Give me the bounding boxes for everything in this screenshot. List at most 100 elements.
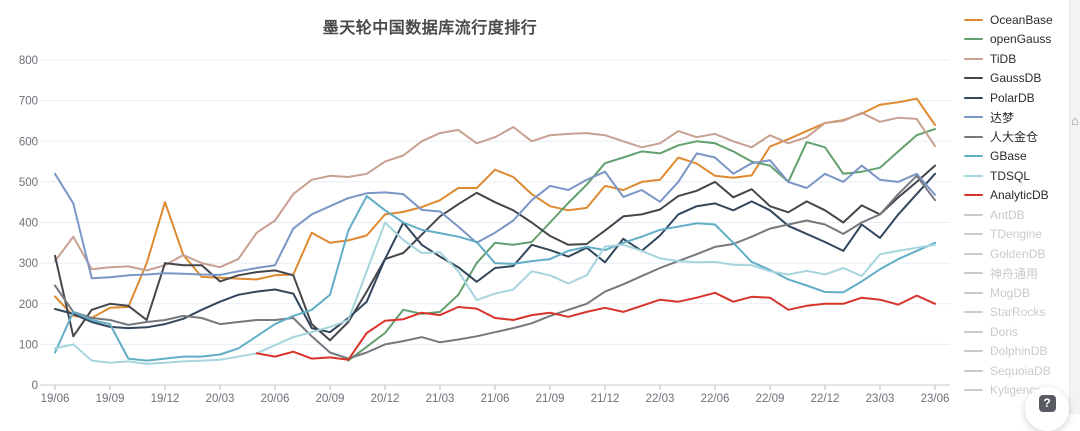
legend-label-sequoiadb: SequoiaDB	[990, 363, 1051, 378]
legend-label-gaussdb: GaussDB	[990, 71, 1042, 86]
legend-item-shenzhou-tongyong[interactable]: 神舟通用	[964, 264, 1068, 284]
chart-title: 墨天轮中国数据库流行度排行	[322, 20, 538, 37]
y-axis-label: 0	[32, 380, 38, 392]
legend-item-polardb[interactable]: PolarDB	[964, 88, 1068, 108]
legend-item-oceanbase[interactable]: OceanBase	[964, 10, 1068, 30]
legend-item-mogdb[interactable]: MogDB	[964, 283, 1068, 303]
x-axis-label: 21/09	[536, 393, 565, 405]
y-axis-label: 600	[19, 136, 38, 148]
x-axis-label: 22/03	[646, 393, 675, 405]
legend-item-dolphindb[interactable]: DolphinDB	[964, 342, 1068, 362]
y-axis-label: 100	[19, 339, 38, 351]
x-axis-label: 20/03	[206, 393, 235, 405]
series-line-polardb	[54, 172, 936, 334]
line-chart-canvas[interactable]: 0 100 200 300 400 500 600 700 800 19/06 19/09 19/12…	[0, 0, 960, 414]
legend-item-antdb[interactable]: AntDB	[964, 205, 1068, 225]
legend: OceanBase openGauss TiDB GaussDB PolarDB 达梦人大…	[964, 10, 1068, 400]
y-axis-label: 800	[19, 55, 38, 67]
legend-item-tdengine[interactable]: TDengine	[964, 225, 1068, 245]
legend-item-starrocks[interactable]: StarRocks	[964, 303, 1068, 323]
motianlun-ranking-page: 0 100 200 300 400 500 600 700 800 19/06 19/09 19/12…	[0, 0, 1080, 414]
legend-swatch-tdengine	[964, 233, 983, 236]
legend-item-sequoiadb[interactable]: SequoiaDB	[964, 361, 1068, 381]
series-line-gbase	[54, 195, 936, 362]
series-line-analyticdb	[255, 291, 936, 361]
legend-swatch-opengauss	[964, 38, 983, 41]
x-axis-label: 21/12	[591, 393, 620, 405]
legend-label-mogdb: MogDB	[990, 285, 1031, 300]
legend-swatch-polardb	[964, 96, 983, 99]
legend-label-tdsql: TDSQL	[990, 168, 1031, 183]
legend-item-dameng[interactable]: 达梦	[964, 108, 1068, 128]
legend-swatch-renda-jincang	[964, 135, 983, 138]
x-axis-label: 22/06	[701, 393, 730, 405]
series-line-tidb	[54, 111, 936, 272]
x-axis-label: 21/03	[426, 393, 455, 405]
legend-label-tdengine: TDengine	[990, 227, 1043, 242]
legend-swatch-tdsql	[964, 174, 983, 177]
y-axis-label: 400	[19, 218, 38, 230]
legend-label-analyticdb: AnalyticDB	[990, 188, 1049, 203]
x-axis-label: 23/06	[921, 393, 950, 405]
legend-label-starrocks: StarRocks	[990, 305, 1046, 320]
legend-item-tdsql[interactable]: TDSQL	[964, 166, 1068, 186]
help-button[interactable]: ?	[1025, 387, 1069, 431]
legend-swatch-dolphindb	[964, 350, 983, 353]
x-axis-label: 22/12	[811, 393, 840, 405]
legend-item-opengauss[interactable]: openGauss	[964, 30, 1068, 50]
legend-swatch-analyticdb	[964, 194, 983, 197]
legend-item-analyticdb[interactable]: AnalyticDB	[964, 186, 1068, 206]
legend-label-renda-jincang: 人大金仓	[990, 130, 1039, 145]
series-line-renda-jincang	[54, 174, 936, 360]
legend-label-goldendb: GoldenDB	[990, 246, 1046, 261]
y-axis-label: 500	[19, 177, 38, 189]
legend-swatch-goldendb	[964, 252, 983, 255]
right-scrollbar[interactable]: ⌂	[1069, 0, 1080, 414]
legend-label-doris: Doris	[990, 324, 1019, 339]
legend-item-gaussdb[interactable]: GaussDB	[964, 69, 1068, 89]
legend-label-kyligence: Kyligence	[990, 383, 1043, 398]
x-axis-label: 20/12	[371, 393, 400, 405]
y-axis-label: 300	[19, 258, 38, 270]
x-axis-label: 23/03	[866, 393, 895, 405]
legend-item-kyligence[interactable]: Kyligence	[964, 381, 1068, 401]
legend-swatch-oceanbase	[964, 18, 983, 21]
legend-swatch-doris	[964, 330, 983, 333]
legend-item-tidb[interactable]: TiDB	[964, 49, 1068, 69]
legend-item-goldendb[interactable]: GoldenDB	[964, 244, 1068, 264]
legend-item-gbase[interactable]: GBase	[964, 147, 1068, 167]
legend-label-antdb: AntDB	[990, 207, 1025, 222]
x-axis-label: 21/06	[481, 393, 510, 405]
series-line-opengauss	[347, 128, 936, 362]
legend-swatch-mogdb	[964, 291, 983, 294]
x-axis-label: 19/06	[41, 393, 70, 405]
legend-label-oceanbase: OceanBase	[990, 12, 1053, 27]
legend-label-shenzhou-tongyong: 神舟通用	[990, 266, 1039, 281]
legend-swatch-sequoiadb	[964, 369, 983, 372]
legend-swatch-kyligence	[964, 389, 983, 392]
series-line-dameng	[54, 152, 936, 280]
legend-label-dolphindb: DolphinDB	[990, 344, 1048, 359]
series-line-gaussdb	[54, 164, 936, 342]
legend-item-doris[interactable]: Doris	[964, 322, 1068, 342]
x-axis-label: 20/06	[261, 393, 290, 405]
x-axis-label: 19/09	[96, 393, 125, 405]
x-axis-label: 20/09	[316, 393, 345, 405]
question-mark-icon: ?	[1038, 394, 1056, 412]
legend-label-dameng: 达梦	[990, 110, 1015, 125]
home-icon[interactable]: ⌂	[1071, 113, 1079, 128]
legend-swatch-tidb	[964, 57, 983, 60]
legend-item-renda-jincang[interactable]: 人大金仓	[964, 127, 1068, 147]
legend-swatch-dameng	[964, 116, 983, 119]
y-axis-label: 200	[19, 299, 38, 311]
legend-swatch-shenzhou-tongyong	[964, 272, 983, 275]
legend-label-gbase: GBase	[990, 149, 1027, 164]
legend-swatch-antdb	[964, 213, 983, 216]
legend-swatch-gbase	[964, 155, 983, 158]
series-line-tdsql	[54, 221, 936, 365]
series-line-oceanbase	[54, 97, 936, 319]
x-axis-label: 19/12	[151, 393, 180, 405]
legend-label-tidb: TiDB	[990, 51, 1017, 66]
x-axis-label: 22/09	[756, 393, 785, 405]
legend-swatch-gaussdb	[964, 77, 983, 80]
